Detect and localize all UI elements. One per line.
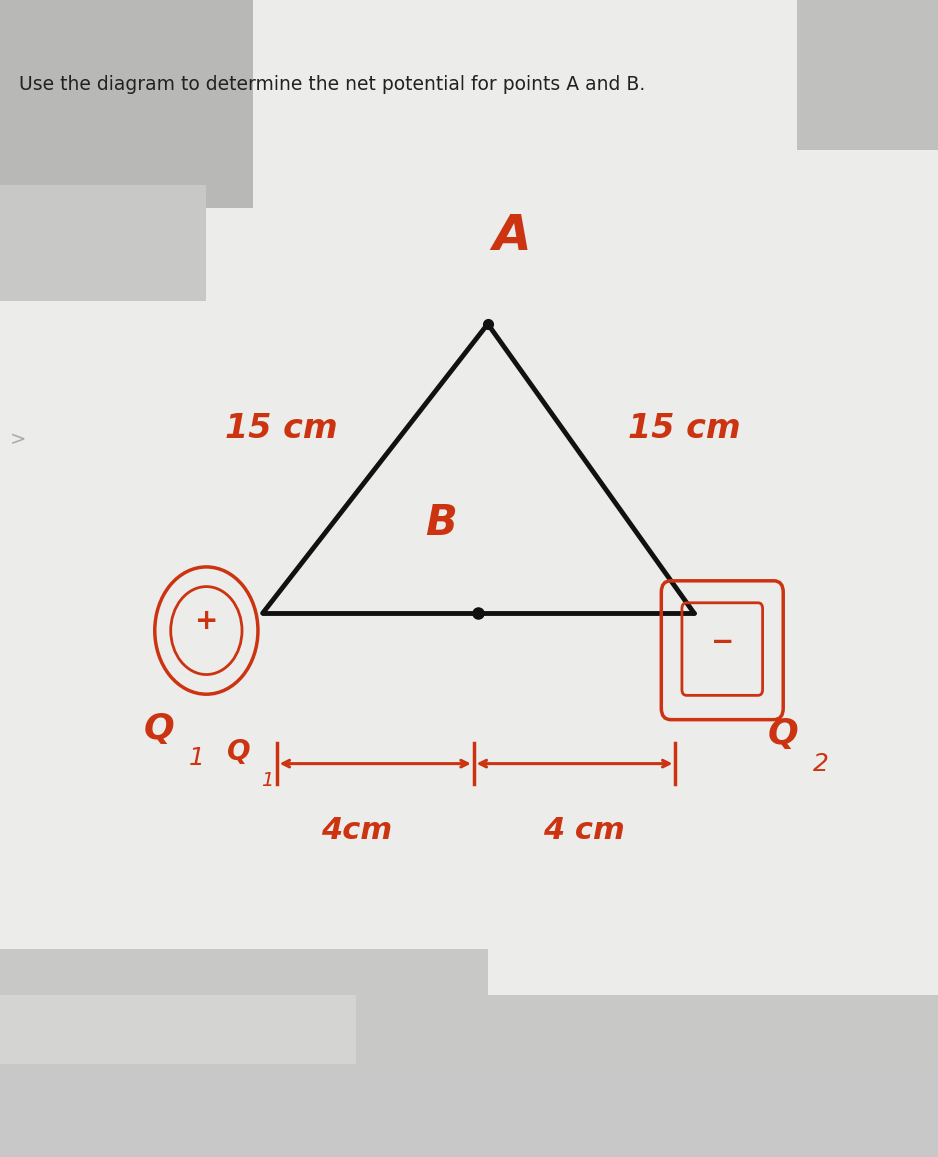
Text: 4 cm: 4 cm <box>543 816 625 845</box>
Text: 15 cm: 15 cm <box>225 412 338 444</box>
Text: B: B <box>425 502 457 544</box>
Text: 1: 1 <box>189 746 204 771</box>
Text: Use the diagram to determine the net potential for points A and B.: Use the diagram to determine the net pot… <box>19 75 645 94</box>
Bar <box>0 949 488 1064</box>
Text: 15 cm: 15 cm <box>628 412 741 444</box>
Bar <box>797 0 938 150</box>
Text: Q: Q <box>768 717 798 751</box>
Bar <box>0 995 356 1064</box>
Text: Q: Q <box>227 738 251 766</box>
Bar <box>0 185 206 301</box>
Text: >: > <box>9 430 25 449</box>
Text: 4cm: 4cm <box>321 816 392 845</box>
Text: −: − <box>711 628 734 656</box>
Text: 1: 1 <box>261 772 274 790</box>
Text: +: + <box>195 607 218 635</box>
Text: Q: Q <box>144 712 174 745</box>
Text: A: A <box>492 213 531 260</box>
Bar <box>0 0 253 208</box>
Bar <box>356 995 938 1064</box>
Text: 2: 2 <box>813 752 828 776</box>
